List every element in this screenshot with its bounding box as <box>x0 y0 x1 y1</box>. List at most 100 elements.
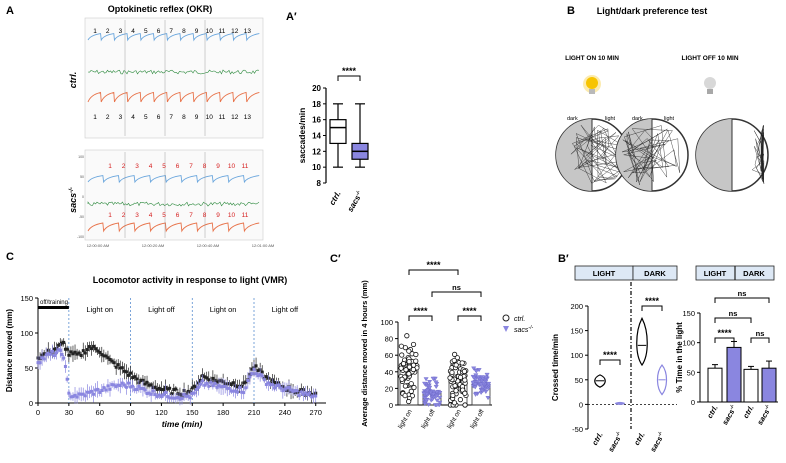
c2-ctrl-point <box>398 343 404 349</box>
c2-ctrl-point <box>406 348 412 354</box>
okr-ctrl-number-top: 1 <box>93 28 97 35</box>
vmr-ctrl-point <box>211 376 215 380</box>
vmr-sacs-point <box>161 393 165 397</box>
okr-sacs-number-top: 7 <box>189 163 193 170</box>
vmr-ctrl-point <box>60 341 64 345</box>
vmr-sacs-point <box>289 388 293 392</box>
c2-ctrl-point <box>402 392 408 399</box>
c2-sacs-point <box>434 403 440 408</box>
arena-light-label: light <box>664 116 675 122</box>
okr-sacs-number-top: 8 <box>203 163 207 170</box>
vmr-sacs-point <box>153 393 157 397</box>
vmr-ctrl-point <box>73 350 77 354</box>
c2-ctrl-point <box>457 374 464 380</box>
c2-ctrl-point <box>406 364 413 370</box>
vmr-ctrl-point <box>203 375 207 379</box>
c2-sacs-point <box>437 395 443 400</box>
okr-time-tick: 12:00:20 AM <box>142 243 164 248</box>
okr-time-tick: 12:01:00 AM <box>252 243 274 248</box>
vmr-ctrl-point <box>254 364 258 368</box>
vmr-ctrl-point <box>143 382 147 386</box>
c2-sacs-point <box>427 385 433 390</box>
c2-ctrl-point <box>452 383 458 389</box>
c2-ctrl-point <box>410 341 417 348</box>
vmr-sacs-point <box>285 386 289 390</box>
arena-track <box>570 124 626 184</box>
vmr-ctrl-point <box>102 354 106 358</box>
c2-category-label: light on <box>446 408 463 430</box>
okr-ctrl-number-top: 2 <box>106 28 110 35</box>
vmr-ctrl-point <box>244 380 248 384</box>
vmr-sacs-point <box>305 393 309 397</box>
okr-ctrl-number-bottom: 3 <box>119 114 123 121</box>
c2-sacs-point <box>426 402 432 407</box>
vmr-ctrl-point <box>77 351 81 355</box>
okr-ctrl-number-bottom: 12 <box>231 114 239 121</box>
bars-significance-label: ns <box>756 329 765 338</box>
vmr-sacs-point <box>273 386 277 390</box>
vmr-sacs-point <box>67 391 71 395</box>
vmr-sacs-point <box>194 387 198 391</box>
c2-sacs-point <box>437 391 443 396</box>
okr-ctrl-number-bottom: 11 <box>219 114 226 121</box>
vmr-ctrl-point <box>131 376 135 380</box>
c2-ctrl-point <box>399 352 405 358</box>
bars-bar <box>726 346 742 403</box>
vmr-y-tick-label: 0 <box>29 399 33 408</box>
okr-ctrl-number-top: 3 <box>119 28 123 35</box>
okr-sacs-number-bottom: 9 <box>216 212 220 219</box>
vmr-x-tick-label: 270 <box>309 408 322 417</box>
violin-significance-bracket <box>641 305 663 311</box>
boxplot-y-tick-label: 10 <box>312 163 321 172</box>
vmr-sacs-point <box>275 384 279 388</box>
c2-y-axis-label: Average distance moved in 4 hours (mm) <box>360 280 369 427</box>
vmr-ctrl-point <box>57 343 61 347</box>
okr-sacs-number-top: 9 <box>216 163 220 170</box>
panel-letter-c: C <box>6 251 14 263</box>
vmr-ctrl-point <box>153 385 157 389</box>
vmr-sacs-point <box>229 389 233 393</box>
c2-sacs-point <box>485 396 491 401</box>
c2-category-label: light off <box>420 408 437 430</box>
vmr-sacs-point <box>58 348 62 352</box>
okr-ctrl-number-bottom: 8 <box>182 114 186 121</box>
vmr-ctrl-point <box>149 383 153 387</box>
okr-ctrl-number-top: 13 <box>244 28 252 35</box>
vmr-ctrl-point <box>141 378 145 382</box>
vmr-ctrl-point <box>231 381 235 385</box>
vmr-sacs-point <box>182 393 186 397</box>
vmr-ctrl-point <box>133 375 137 379</box>
vmr-ctrl-point <box>190 386 194 390</box>
vmr-ctrl-point <box>62 340 66 344</box>
legend-ctrl-label: ctrl. <box>514 316 525 323</box>
vmr-ctrl-point <box>92 344 96 348</box>
c2-significance-bracket <box>457 315 482 321</box>
vmr-sacs-point <box>213 381 217 385</box>
vmr-sacs-point <box>137 384 141 388</box>
vmr-sacs-point <box>279 386 283 390</box>
c2-sacs-point <box>472 385 478 390</box>
c2-significance-label: **** <box>426 260 441 270</box>
vmr-sacs-point <box>312 394 316 398</box>
vmr-y-tick-label: 150 <box>20 294 33 303</box>
okr-ctrl-number-bottom: 13 <box>244 114 252 121</box>
bars-significance-label: ns <box>738 289 747 298</box>
okr-sacs-green-trace <box>87 201 260 207</box>
bars-significance-bracket <box>714 317 752 323</box>
bars-y-axis-label: % Time in the light <box>675 322 684 393</box>
violin-shape <box>636 316 648 367</box>
bars-y-tick-label: 100 <box>682 339 695 348</box>
vmr-sacs-point <box>283 387 287 391</box>
vmr-ctrl-point <box>242 381 246 385</box>
vmr-phase-label: Light on <box>86 305 113 314</box>
vmr-sacs-point <box>89 389 93 393</box>
vmr-ctrl-point <box>42 352 46 356</box>
panel-letter-b-prime: B′ <box>558 253 569 265</box>
bulb-off-icon <box>704 77 716 94</box>
c2-sacs-point <box>475 375 481 380</box>
vmr-ctrl-point <box>166 387 170 391</box>
okr-sacs-number-top: 3 <box>135 163 139 170</box>
okr-ctrl-number-top: 8 <box>182 28 186 35</box>
